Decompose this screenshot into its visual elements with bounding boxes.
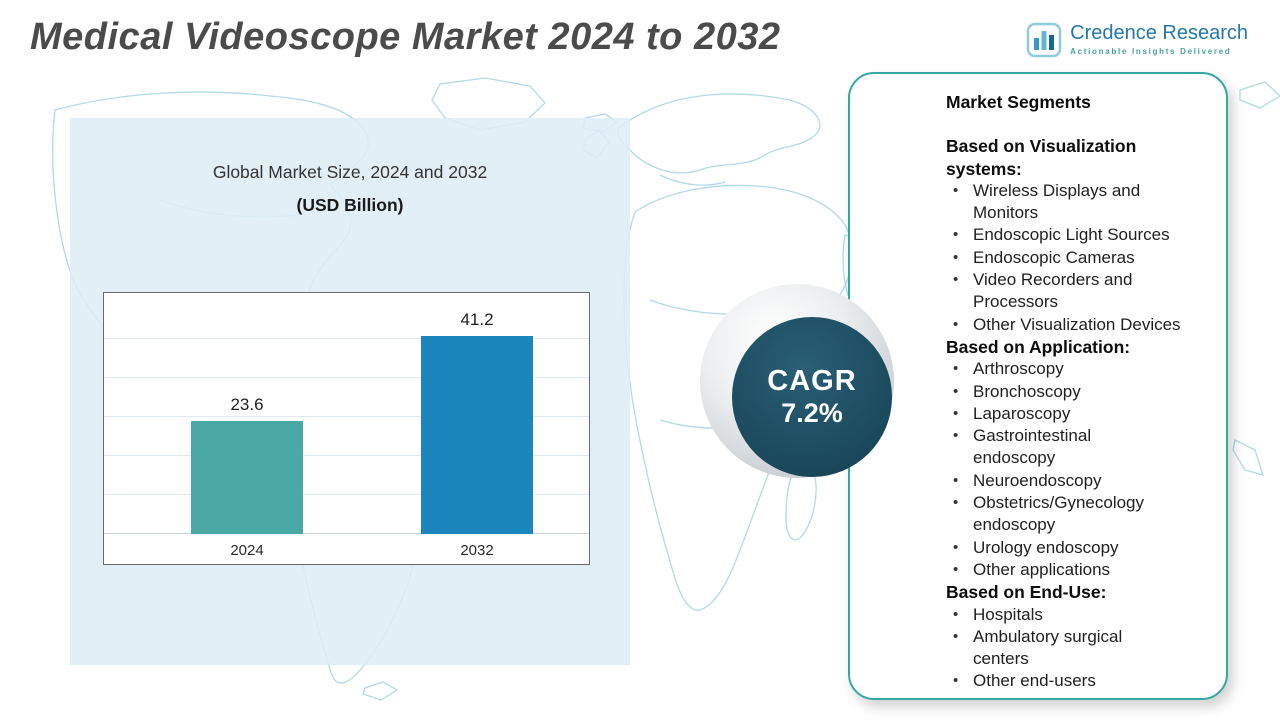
x-axis-label-2024: 2024	[230, 542, 264, 559]
gridline	[104, 455, 589, 456]
segment-item: Other end-users	[946, 670, 1214, 693]
cagr-label: CAGR	[767, 365, 857, 397]
segments-title: Market Segments	[946, 92, 1091, 112]
bar-2024	[191, 421, 303, 534]
gridline	[104, 494, 589, 495]
chart-heading: Global Market Size, 2024 and 2032 (USD B…	[70, 160, 630, 217]
logo-text: Credence Research Actionable Insights De…	[1070, 22, 1248, 56]
bar-value-2032: 41.2	[460, 310, 494, 329]
segment-item: Endoscopic Cameras	[946, 247, 1214, 270]
market-segments-panel: Market Segments Based on Visualization s…	[848, 72, 1228, 700]
gridline	[104, 533, 589, 534]
cagr-badge: CAGR 7.2%	[732, 317, 892, 477]
brand-logo: Credence Research Actionable Insights De…	[1026, 22, 1248, 58]
segment-item: Laparoscopy	[946, 403, 1214, 426]
chart-panel: Global Market Size, 2024 and 2032 (USD B…	[70, 118, 630, 665]
bar-chart: 23.6 41.2 2024 2032	[103, 292, 590, 565]
bar-group-2032: 41.2	[421, 310, 533, 534]
segment-item: Gastrointestinal endoscopy	[946, 425, 1214, 470]
segment-item: Neuroendoscopy	[946, 470, 1214, 493]
segment-group-heading-visualization: Based on Visualization systems:	[946, 136, 1137, 179]
chart-title-line2: (USD Billion)	[296, 195, 404, 215]
logo-tagline: Actionable Insights Delivered	[1070, 47, 1232, 56]
segment-item: Urology endoscopy	[946, 537, 1214, 560]
segment-item: Ambulatory surgical centers	[946, 626, 1214, 671]
x-axis-label-2032: 2032	[460, 542, 494, 559]
segment-item: Hospitals	[946, 604, 1214, 627]
gridline	[104, 377, 589, 378]
segment-item: Other applications	[946, 559, 1214, 582]
chart-title-line1: Global Market Size, 2024 and 2032	[212, 162, 488, 182]
segment-list-end-use: Hospitals Ambulatory surgical centers Ot…	[946, 604, 1214, 693]
segment-item: Video Recorders and Processors	[946, 269, 1214, 314]
segment-item: Endoscopic Light Sources	[946, 224, 1214, 247]
gridline	[104, 338, 589, 339]
segment-list-visualization: Wireless Displays and Monitors Endoscopi…	[946, 180, 1214, 336]
segment-list-application: Arthroscopy Bronchoscopy Laparoscopy Gas…	[946, 358, 1214, 581]
segment-item: Obstetrics/Gynecology endoscopy	[946, 492, 1214, 537]
cagr-value: 7.2%	[781, 398, 843, 428]
segment-item: Arthroscopy	[946, 358, 1214, 381]
segment-group-heading-application: Based on Application:	[946, 336, 1131, 357]
bar-2032	[421, 336, 533, 534]
page-title: Medical Videoscope Market 2024 to 2032	[30, 16, 781, 58]
logo-chart-icon	[1026, 22, 1062, 58]
gridline	[104, 416, 589, 417]
segment-item: Wireless Displays and Monitors	[946, 180, 1214, 225]
segment-item: Other Visualization Devices	[946, 314, 1214, 337]
segment-group-heading-end-use: Based on End-Use:	[946, 582, 1107, 603]
logo-name: Credence Research	[1070, 22, 1248, 44]
segment-item: Bronchoscopy	[946, 381, 1214, 404]
bar-group-2024: 23.6	[191, 395, 303, 534]
bar-value-2024: 23.6	[230, 395, 264, 414]
